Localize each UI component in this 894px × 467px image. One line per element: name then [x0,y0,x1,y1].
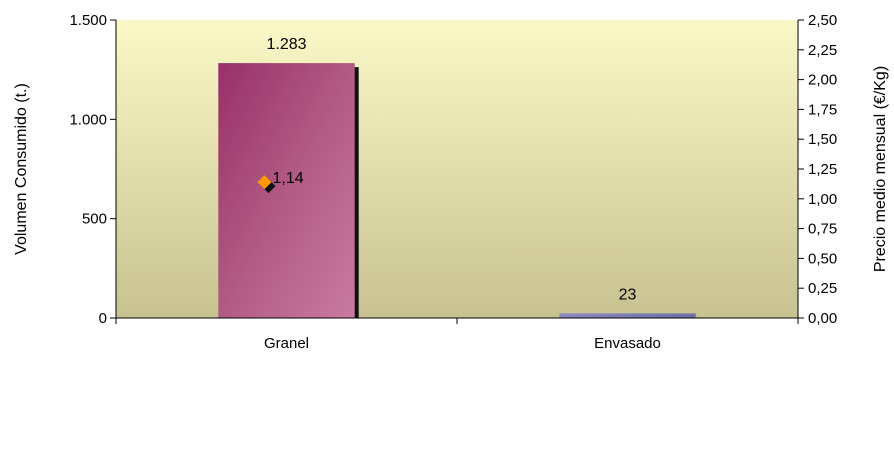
y2-tick-label: 0,00 [808,310,837,327]
y-tick-label: 500 [82,211,107,228]
y2-tick-label: 0,50 [808,250,837,267]
y-tick-label: 1.000 [69,111,107,128]
y2-tick-label: 2,25 [808,42,837,59]
y-tick-label: 1.500 [69,12,107,29]
labels-layer: 0 500 1.000 1.500 0,00 0,25 0,50 0,75 1,00 1,25 1,… [69,12,837,352]
y-axis-label: Volumen Consumido (t.) [13,83,30,255]
markers-layer [257,175,276,194]
y2-tick-label: 1,00 [808,191,837,208]
marker-value-label: 1,14 [273,170,304,187]
y2-tick-label: 0,75 [808,221,837,238]
bar [218,63,355,318]
y-tick-label: 0 [99,310,107,327]
y2-axis-label: Precio medio mensual (€/Kg) [872,66,889,272]
price-marker [257,175,272,190]
bar-value-label: 1.283 [266,36,306,53]
x-tick-label: Envasado [594,335,661,352]
y2-tick-label: 0,25 [808,280,837,297]
bar [559,313,696,318]
bar-value-label: 23 [619,286,637,303]
y2-tick-label: 2,00 [808,72,837,89]
bars-layer [218,63,700,319]
y2-tick-label: 1,75 [808,101,837,118]
y2-tick-label: 1,25 [808,161,837,178]
ticks-layer [110,19,804,324]
y2-tick-label: 1,50 [808,131,837,148]
y2-tick-label: 2,50 [808,12,837,29]
x-tick-label: Granel [264,335,309,352]
